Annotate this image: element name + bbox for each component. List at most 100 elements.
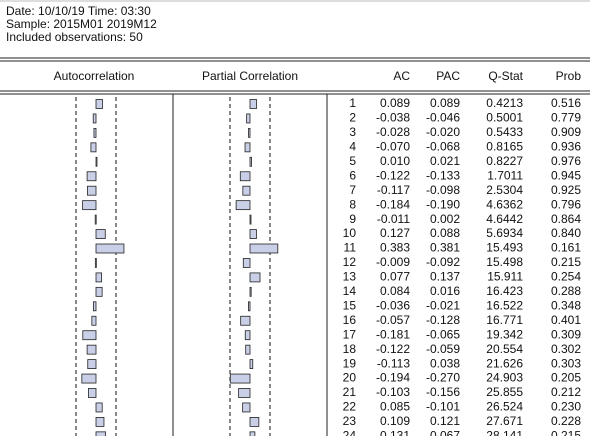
cell: 21.626 — [486, 356, 523, 370]
cell: -0.122 — [376, 168, 410, 182]
cell: 0.401 — [551, 313, 581, 327]
correlation-bar — [93, 127, 97, 138]
cell: 0.288 — [551, 284, 581, 298]
cell: 14 — [343, 284, 357, 298]
cell: 12 — [343, 255, 357, 269]
cell: -0.270 — [426, 371, 460, 385]
correlation-bar — [95, 99, 103, 109]
cell: 8 — [349, 197, 356, 211]
cell: -0.021 — [426, 298, 460, 312]
cell: 0.205 — [551, 371, 581, 385]
correlation-bar — [94, 258, 97, 268]
cell: -0.156 — [426, 385, 460, 399]
correlation-bar — [235, 200, 251, 211]
cell: 0.516 — [551, 96, 581, 110]
correlation-bar — [242, 258, 251, 268]
cell: 18 — [343, 342, 357, 356]
cell: -0.101 — [426, 400, 460, 414]
cell: 1 — [349, 96, 356, 110]
cell: -0.181 — [376, 327, 410, 341]
cell: -0.098 — [426, 183, 460, 197]
correlation-bar — [249, 272, 261, 283]
cell: 17 — [343, 327, 357, 341]
correlation-bar — [244, 142, 251, 153]
correlation-bar — [95, 402, 103, 413]
correlation-bar — [245, 344, 251, 355]
correlation-bar — [238, 388, 251, 398]
cell: -0.128 — [426, 313, 460, 327]
correlation-bar — [86, 344, 97, 355]
correlation-bar — [91, 315, 97, 326]
cell: -0.070 — [376, 140, 410, 154]
correlation-bar — [95, 286, 103, 297]
cell: -0.046 — [426, 111, 460, 125]
cell: 4 — [349, 140, 356, 154]
cell: 0.127 — [380, 226, 410, 240]
cell: 0.864 — [551, 212, 581, 226]
cell: 1.7011 — [487, 168, 523, 182]
cell: 0.8165 — [486, 140, 523, 154]
cell: -0.020 — [426, 125, 460, 139]
cell: 0.302 — [551, 342, 581, 356]
header-line: Sample: 2015M01 2019M12 — [6, 17, 157, 31]
correlation-bar — [90, 142, 97, 153]
header-line: Date: 10/10/19 Time: 03:30 — [6, 4, 151, 18]
cell: 28.141 — [486, 429, 523, 436]
cell: 0.8227 — [486, 154, 523, 168]
cell: 0.067 — [430, 429, 460, 436]
cell: -0.133 — [426, 168, 460, 182]
cell: 0.230 — [551, 400, 581, 414]
cell: -0.036 — [376, 298, 410, 312]
correlation-bar — [95, 229, 106, 239]
correlation-bar — [244, 330, 251, 341]
cell: -0.011 — [377, 212, 410, 226]
correlation-bar — [87, 185, 97, 196]
column-header: Prob — [556, 69, 582, 83]
cell: 0.010 — [380, 154, 410, 168]
correlation-bar — [82, 330, 97, 341]
cell: -0.190 — [426, 197, 460, 211]
cell: 0.077 — [380, 270, 410, 284]
cell: -0.059 — [426, 342, 460, 356]
correlation-bar — [88, 388, 97, 398]
cell: 0.021 — [430, 154, 460, 168]
column-header: Q-Stat — [488, 69, 523, 83]
cell: -0.113 — [377, 356, 410, 370]
cell: -0.068 — [426, 140, 460, 154]
correlation-bar — [249, 99, 257, 109]
header-line: Included observations: 50 — [6, 30, 143, 44]
cell: 0.254 — [551, 270, 581, 284]
cell: -0.057 — [376, 313, 410, 327]
column-header: AC — [393, 69, 410, 83]
correlation-bar — [87, 359, 97, 370]
cell: 0.089 — [380, 96, 410, 110]
cell: -0.038 — [376, 111, 410, 125]
cell: 0.840 — [551, 226, 581, 240]
cell: 25.855 — [486, 385, 523, 399]
cell: -0.117 — [377, 183, 410, 197]
cell: 0.909 — [551, 125, 581, 139]
cell: 0.796 — [551, 197, 581, 211]
correlation-bar — [246, 113, 251, 124]
cell: -0.194 — [376, 371, 410, 385]
correlation-bar — [95, 431, 106, 441]
correlation-bar — [249, 229, 257, 239]
cell: 0.303 — [551, 356, 581, 370]
cell: 0.215 — [551, 255, 581, 269]
cell: 24.903 — [486, 371, 523, 385]
cell: 6 — [349, 168, 356, 182]
correlation-bar — [249, 243, 279, 254]
cell: 0.5001 — [486, 111, 523, 125]
cell: 0.5433 — [486, 125, 523, 139]
cell: 9 — [349, 212, 356, 226]
cell: 0.945 — [551, 168, 581, 182]
cell: 22 — [343, 400, 357, 414]
correlation-bar — [82, 200, 97, 211]
cell: 16.423 — [486, 284, 523, 298]
correlation-bar — [95, 416, 105, 427]
correlation-bar — [249, 359, 254, 370]
cell: 0.309 — [551, 327, 581, 341]
correlation-bar — [239, 171, 251, 182]
